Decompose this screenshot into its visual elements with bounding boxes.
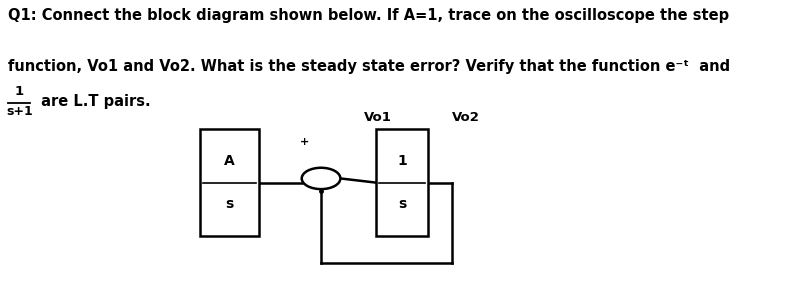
FancyBboxPatch shape bbox=[200, 129, 259, 236]
Text: Q1: Connect the block diagram shown below. If A=1, trace on the oscilloscope the: Q1: Connect the block diagram shown belo… bbox=[8, 8, 730, 23]
Text: s: s bbox=[226, 197, 234, 211]
Text: function, Vo1 and Vo2. What is the steady state error? Verify that the function : function, Vo1 and Vo2. What is the stead… bbox=[8, 59, 730, 74]
Text: Vo2: Vo2 bbox=[452, 111, 480, 124]
Text: s: s bbox=[398, 197, 406, 211]
FancyBboxPatch shape bbox=[376, 129, 428, 236]
Ellipse shape bbox=[302, 168, 340, 189]
Text: 1: 1 bbox=[398, 154, 407, 168]
Text: Vo1: Vo1 bbox=[364, 111, 392, 124]
Text: A: A bbox=[224, 154, 235, 168]
Text: are L.T pairs.: are L.T pairs. bbox=[36, 94, 150, 109]
Text: 1: 1 bbox=[14, 85, 24, 98]
Text: +: + bbox=[300, 137, 309, 147]
Text: s+1: s+1 bbox=[6, 105, 33, 118]
